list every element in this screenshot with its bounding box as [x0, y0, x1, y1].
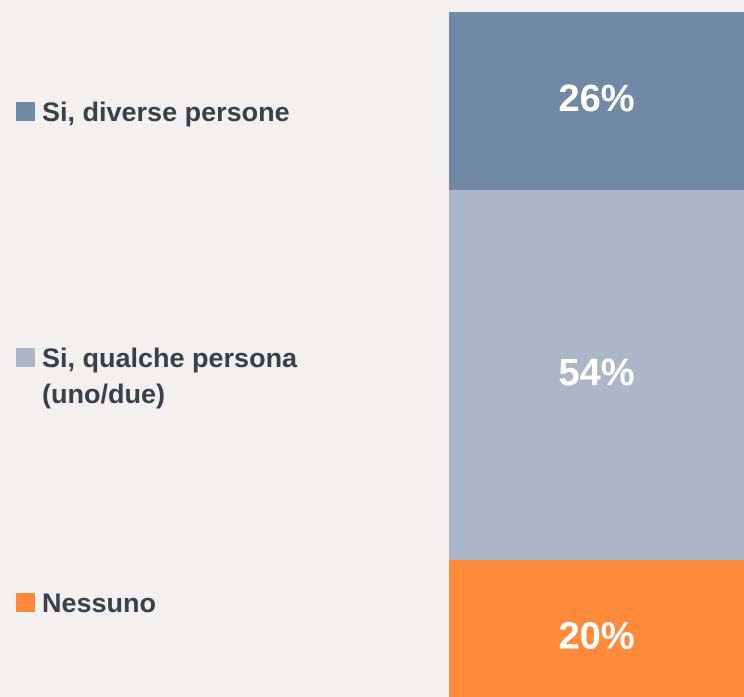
legend-swatch: [16, 348, 35, 367]
legend-swatch: [16, 102, 35, 121]
legend-item: Si, qualche persona (uno/due): [16, 340, 356, 412]
legend-item: Si, diverse persone: [16, 94, 356, 130]
legend-item: Nessuno: [16, 585, 356, 621]
bar-segment: [449, 560, 744, 697]
legend-swatch: [16, 593, 35, 612]
legend-label: Nessuno: [42, 588, 157, 618]
legend-label: Si, qualche persona (uno/due): [42, 343, 298, 409]
bar-segment: [449, 190, 744, 560]
data-label: 26%: [558, 78, 634, 120]
bar-segment: [449, 12, 744, 191]
data-label: 54%: [558, 352, 634, 394]
legend-label: Si, diverse persone: [42, 97, 290, 127]
data-label: 20%: [558, 616, 634, 658]
